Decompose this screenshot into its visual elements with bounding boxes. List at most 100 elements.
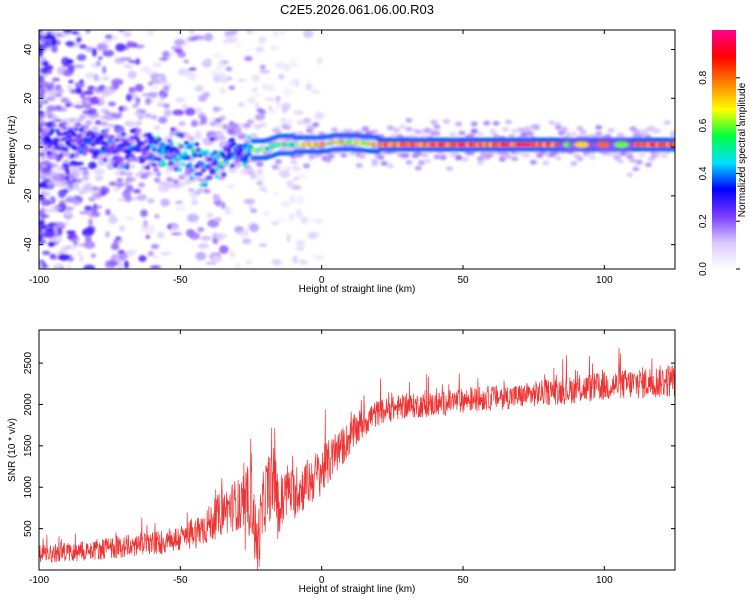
spectrogram-cell — [51, 37, 57, 46]
spectrogram-cell — [300, 216, 308, 225]
spectrogram-cell — [414, 151, 422, 157]
spectrogram-cell — [209, 137, 215, 142]
spectrogram-cell — [66, 84, 73, 91]
snr-y-tick-label: 500 — [23, 520, 34, 537]
spectrogram-cell — [114, 138, 120, 143]
spectrogram-cell — [51, 123, 57, 128]
spectrogram-cell — [243, 159, 249, 164]
spectrogram-cell — [189, 30, 195, 36]
spectrogram-cell — [53, 222, 66, 231]
spectrogram-cell — [133, 188, 141, 194]
spectrogram-cell — [39, 183, 47, 189]
spectrogram-cell — [289, 58, 297, 64]
spectrogram-cell — [175, 97, 186, 103]
spectrogram-cell — [251, 88, 259, 92]
spectrogram-cell — [55, 138, 61, 143]
spectrogram-cell — [439, 155, 447, 161]
spectrogram-cell — [77, 140, 83, 145]
spectrogram-cell — [470, 121, 478, 127]
spectrogram-cell — [190, 148, 196, 153]
spectrogram-cell — [269, 46, 280, 50]
spectrogram-cell — [185, 155, 191, 160]
spectrogram-cell — [316, 56, 323, 66]
spectrogram-cell — [281, 102, 291, 111]
spectrogram-cell — [156, 231, 165, 239]
spectrogram-cell — [116, 177, 124, 183]
spectrogram-cell — [274, 129, 282, 135]
spectrogram-cell — [498, 156, 506, 162]
spectrogram-cell — [259, 122, 267, 128]
spectrogram-cell — [210, 70, 219, 77]
spectrogram-cell — [245, 30, 254, 35]
spectrogram-cell — [82, 175, 90, 181]
spectrogram-cell — [85, 105, 93, 111]
spectrogram-cell — [70, 31, 80, 35]
spectrogram-cell — [470, 128, 478, 134]
spectrogram-cell — [277, 73, 285, 80]
spectrogram-cell — [233, 147, 239, 152]
spectrogram-cell — [154, 214, 160, 219]
spectrogram-cell — [214, 216, 222, 223]
spectrogram-cell — [77, 133, 83, 138]
spectrogram-cell — [82, 151, 88, 156]
spectrogram-cell — [122, 106, 130, 112]
spectrogram-cell — [102, 157, 108, 162]
spectrogram-cell — [654, 128, 662, 134]
spectrogram-cell — [214, 174, 220, 179]
spectrogram-y-axis-label: Frequency (Hz) — [7, 116, 18, 185]
spectrogram-cell — [169, 183, 181, 189]
spectrogram-cell — [246, 135, 252, 140]
spectrogram-cell — [222, 123, 230, 129]
spectrogram-cell — [116, 182, 124, 188]
spectrogram-cell — [91, 48, 97, 57]
spectrogram-cell — [262, 210, 270, 217]
spectrogram-cell — [51, 77, 61, 82]
spectrogram-cell — [296, 243, 305, 252]
spectrogram-cell — [254, 113, 265, 121]
spectrogram-cell — [167, 224, 172, 229]
spectrogram-cell — [146, 71, 158, 76]
spectrogram-cell — [523, 152, 531, 158]
spectrogram-cell — [501, 127, 509, 133]
spectrogram-cell — [417, 160, 425, 166]
spectrogram-cell — [259, 69, 270, 74]
spectrogram-cell — [79, 79, 85, 84]
spectrogram-cell — [39, 152, 45, 157]
spectrogram-cell — [124, 120, 136, 127]
spectrogram-cell — [195, 251, 207, 261]
spectrogram-cell — [312, 122, 320, 128]
spectrogram-cell — [39, 194, 45, 201]
spectrogram-cell — [217, 233, 225, 242]
spectrogram-cell — [100, 121, 108, 127]
spectrogram-cell — [221, 172, 227, 177]
spectrogram-cell — [68, 79, 74, 84]
spectrogram-cell — [220, 201, 226, 210]
spectrogram-y-tick-label: 20 — [23, 92, 34, 104]
spectrogram-cell — [73, 182, 80, 191]
spectrogram-cell — [194, 142, 200, 147]
spectrogram-cell — [486, 150, 494, 156]
spectrogram-cell — [489, 128, 497, 134]
spectrogram-cell — [58, 254, 71, 261]
spectrogram-x-tick-label: 0 — [319, 275, 325, 286]
spectrogram-cell — [477, 160, 485, 166]
spectrogram-cell — [588, 154, 596, 160]
spectrogram-cell — [94, 88, 102, 94]
spectrogram-cell — [168, 160, 174, 165]
spectrogram-cell — [122, 181, 130, 187]
spectrogram-cell — [138, 182, 146, 188]
spectrogram-cell — [128, 164, 136, 170]
spectrogram-cell — [243, 138, 251, 144]
spectrogram-cell — [238, 230, 249, 238]
spectrogram-cell — [147, 30, 155, 36]
spectrogram-cell — [660, 153, 668, 159]
colorbar — [712, 30, 736, 269]
snr-series-line — [39, 347, 675, 570]
spectrogram-cell — [225, 66, 233, 72]
spectrogram-cell — [259, 186, 267, 192]
spectrogram-cell — [150, 243, 160, 249]
colorbar-tick-label: 0.4 — [698, 166, 709, 180]
spectrogram-cell — [197, 153, 203, 158]
spectrogram-cell — [371, 129, 379, 135]
spectrogram-cell — [69, 88, 77, 94]
